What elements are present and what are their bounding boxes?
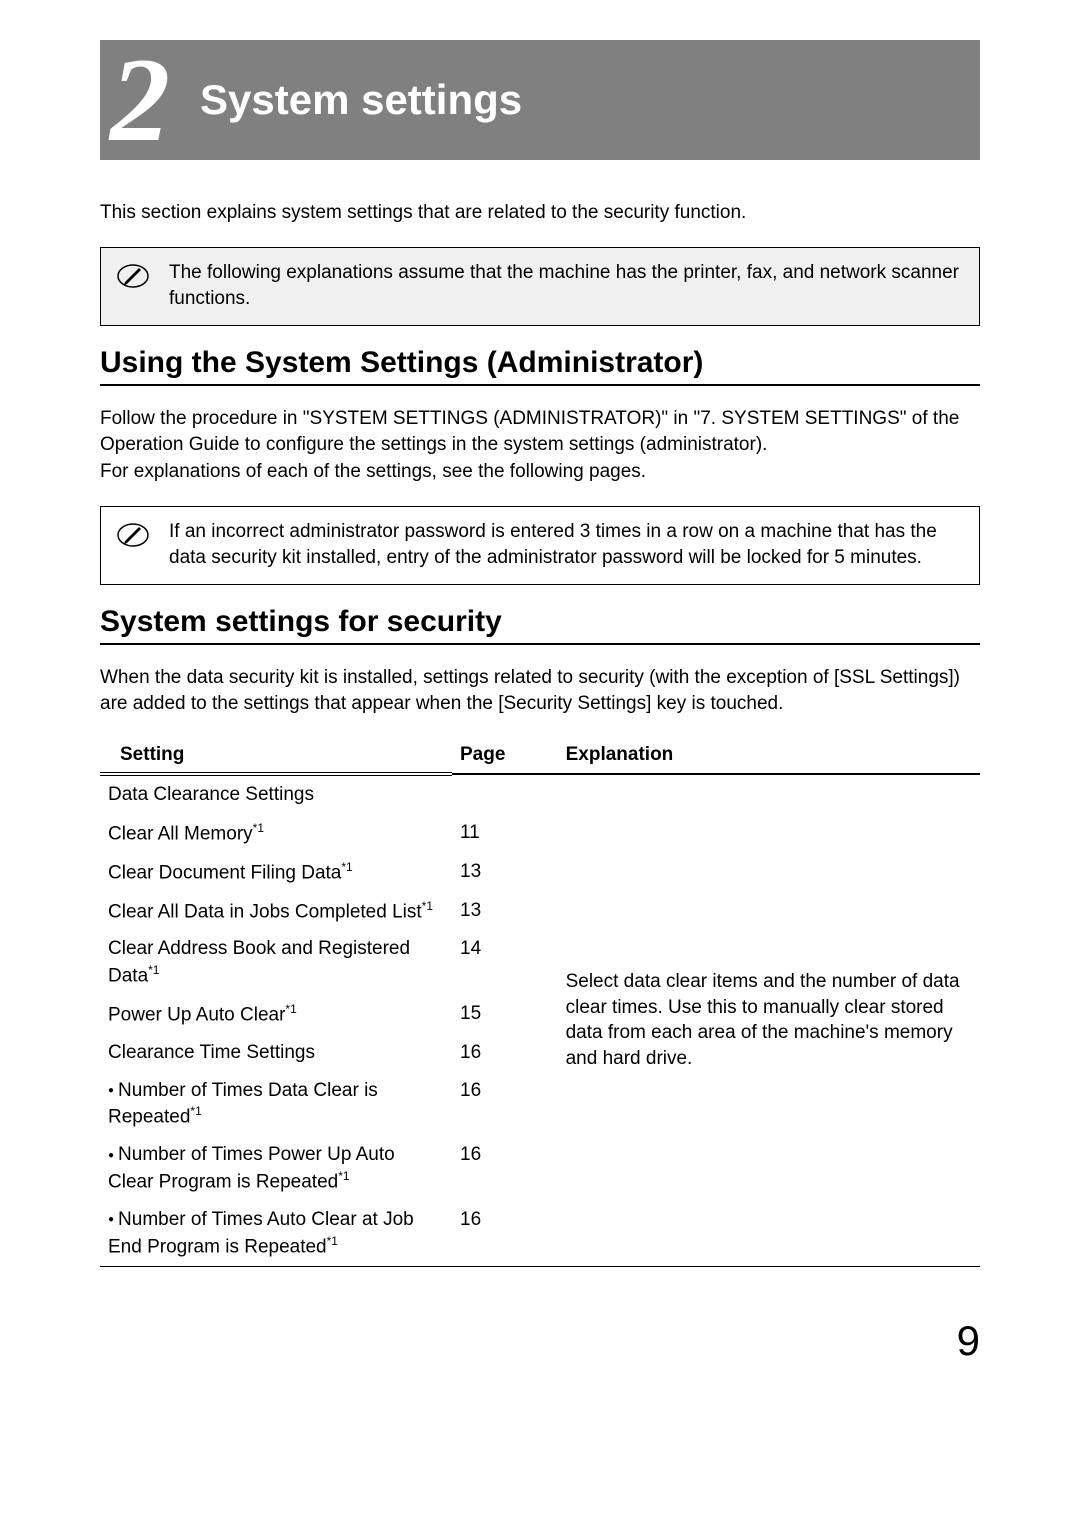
pencil-note-icon [117, 260, 149, 292]
section-heading-2: System settings for security [100, 605, 980, 645]
section-heading-1: Using the System Settings (Administrator… [100, 346, 980, 386]
page-cell: 13 [452, 892, 558, 931]
setting-cell: Power Up Auto Clear*1 [100, 995, 452, 1034]
explanation-cell: Select data clear items and the number o… [558, 774, 980, 1266]
page-cell: 16 [452, 1072, 558, 1137]
table-body: Data Clearance Settings Select data clear… [100, 774, 980, 1266]
section1-body: Follow the procedure in "SYSTEM SETTINGS… [100, 406, 980, 486]
table-header-row: Setting Page Explanation [100, 738, 980, 774]
setting-cell: Clear Address Book and Registered Data*1 [100, 930, 452, 995]
page-cell: 16 [452, 1136, 558, 1201]
setting-cell: Clear All Data in Jobs Completed List*1 [100, 892, 452, 931]
pencil-note-icon [117, 519, 149, 551]
setting-cell: Number of Times Power Up Auto Clear Prog… [100, 1136, 452, 1201]
page-cell: 16 [452, 1201, 558, 1266]
note-text-1: The following explanations assume that t… [169, 260, 963, 313]
group-label: Data Clearance Settings [100, 774, 452, 814]
setting-cell: Clear All Memory*1 [100, 814, 452, 853]
chapter-title: System settings [200, 76, 522, 124]
document-page: 2 System settings This section explains … [0, 0, 1080, 1425]
page-number: 9 [100, 1317, 980, 1365]
section2-body: When the data security kit is installed,… [100, 665, 980, 718]
note-text-2: If an incorrect administrator password i… [169, 519, 963, 572]
col-explanation: Explanation [558, 738, 980, 774]
settings-table: Setting Page Explanation Data Clearance … [100, 738, 980, 1267]
page-cell: 13 [452, 853, 558, 892]
page-cell: 14 [452, 930, 558, 995]
col-page: Page [452, 738, 558, 774]
setting-cell: Number of Times Data Clear is Repeated*1 [100, 1072, 452, 1137]
page-cell: 16 [452, 1034, 558, 1072]
page-cell: 15 [452, 995, 558, 1034]
col-setting: Setting [100, 738, 452, 774]
chapter-number: 2 [110, 40, 170, 160]
note-box-2: If an incorrect administrator password i… [100, 506, 980, 585]
page-cell: 11 [452, 814, 558, 853]
chapter-header: 2 System settings [100, 40, 980, 160]
table-row: Data Clearance SettingsSelect data clear… [100, 774, 980, 814]
intro-text: This section explains system settings th… [100, 200, 980, 227]
note-box-1: The following explanations assume that t… [100, 247, 980, 326]
setting-cell: Clearance Time Settings [100, 1034, 452, 1072]
setting-cell: Number of Times Auto Clear at Job End Pr… [100, 1201, 452, 1266]
setting-cell: Clear Document Filing Data*1 [100, 853, 452, 892]
